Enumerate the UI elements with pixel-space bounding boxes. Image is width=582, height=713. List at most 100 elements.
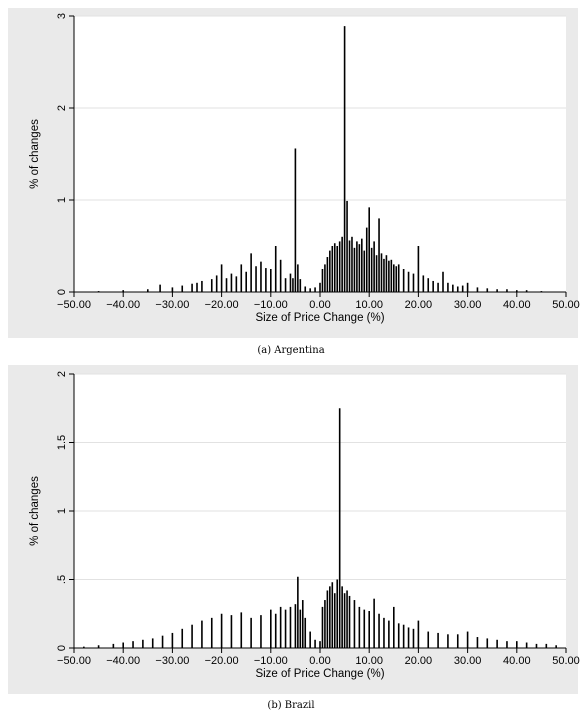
x-axis-title: Size of Price Change (%) (255, 668, 384, 680)
histogram-bar (201, 620, 203, 648)
histogram-bar (319, 641, 321, 648)
histogram-bar (383, 617, 385, 648)
histogram-bar (83, 646, 85, 648)
histogram-bar (331, 246, 334, 292)
histogram-bar (486, 638, 489, 648)
histogram-bar (220, 613, 223, 648)
y-tick-label: 0 (56, 289, 68, 295)
histogram-bar (284, 278, 287, 292)
x-tick-label: −40.00 (106, 655, 140, 667)
histogram-bar (346, 200, 348, 292)
histogram-bar (201, 280, 203, 292)
histogram-bar (333, 593, 336, 648)
histogram-bar (368, 207, 370, 292)
x-tick-label: 0.00 (309, 299, 330, 311)
y-tick-label: 2 (56, 371, 68, 377)
histogram-bar (466, 282, 469, 292)
histogram-bar (407, 627, 410, 648)
histogram-bar (363, 250, 366, 292)
histogram-bar (351, 236, 353, 292)
histogram-bar (506, 641, 508, 648)
histogram-bar (112, 643, 115, 648)
histogram-bar (284, 609, 287, 648)
histogram-bar (260, 615, 262, 648)
histogram-bar (230, 273, 233, 292)
x-tick-label: −40.00 (106, 299, 140, 311)
histogram-bar (402, 269, 405, 292)
histogram-bar (393, 606, 395, 648)
histogram-bar (361, 238, 363, 292)
y-tick-label: 3 (56, 13, 68, 19)
y-tick-label: .5 (56, 575, 68, 584)
histogram-bar (390, 259, 393, 292)
histogram-bar (324, 264, 326, 292)
x-tick-label: 40.00 (503, 655, 531, 667)
histogram-bar (299, 609, 302, 648)
histogram-bar (171, 632, 174, 648)
histogram-bar (456, 286, 459, 292)
histogram-bar (358, 244, 361, 292)
histogram-bar (427, 631, 430, 648)
y-tick-label: 1 (56, 197, 68, 203)
histogram-bar (397, 264, 400, 292)
histogram-bar (417, 620, 420, 648)
x-axis-title: Size of Price Change (%) (255, 312, 384, 324)
histogram-bar (338, 241, 341, 292)
histogram-bar (461, 285, 464, 292)
histogram-bar (250, 253, 252, 292)
histogram-bar (321, 606, 324, 648)
histogram-bar (373, 241, 375, 292)
histogram-bar (373, 598, 375, 648)
x-tick-label: 40.00 (503, 299, 531, 311)
histogram-bar (301, 600, 304, 648)
x-tick-label: 10.00 (355, 655, 383, 667)
histogram-bar (270, 269, 272, 292)
histogram-bar (356, 241, 358, 292)
histogram-bar (427, 278, 430, 292)
histogram-bar (309, 631, 311, 648)
histogram-bar (442, 271, 444, 292)
x-tick-label: −30.00 (155, 655, 189, 667)
histogram-bar (191, 624, 193, 648)
histogram-bar (343, 26, 346, 293)
histogram-bar (417, 246, 420, 292)
histogram-bar (255, 266, 257, 292)
histogram-bar (388, 260, 390, 292)
histogram-bar (319, 282, 321, 292)
x-tick-label: 50.00 (552, 655, 580, 667)
histogram-bar (447, 282, 449, 292)
x-tick-label: 50.00 (552, 299, 580, 311)
y-axis-title: % of changes (29, 119, 41, 189)
histogram-bar (240, 264, 243, 292)
histogram-bar (147, 289, 149, 292)
histogram-bar (383, 258, 385, 292)
histogram-bar (353, 247, 356, 292)
histogram-bar (297, 264, 299, 292)
histogram-bar (545, 643, 548, 648)
x-tick-label: −30.00 (155, 299, 189, 311)
histogram-bar (496, 639, 498, 648)
histogram-bar (326, 257, 329, 292)
histogram-bar (331, 582, 334, 648)
histogram-bar (225, 278, 228, 292)
histogram-bar (437, 632, 439, 648)
histogram-bar (132, 641, 134, 648)
figure-caption: (b) Brazil (267, 700, 314, 711)
histogram-bar (412, 273, 415, 292)
histogram-bar (245, 271, 247, 292)
histogram-bar (321, 269, 324, 292)
histogram-bar (486, 288, 489, 292)
histogram-bar (324, 600, 326, 648)
histogram-bar (393, 264, 395, 292)
histogram-bar (159, 284, 161, 292)
histogram-bar (299, 279, 302, 292)
histogram-bar (230, 615, 233, 648)
histogram-bar (304, 286, 307, 292)
histogram-bar (329, 586, 331, 648)
histogram-bar (378, 218, 380, 292)
x-tick-label: −50.00 (57, 299, 91, 311)
histogram-bar (142, 639, 144, 648)
histogram-bar (525, 290, 528, 292)
